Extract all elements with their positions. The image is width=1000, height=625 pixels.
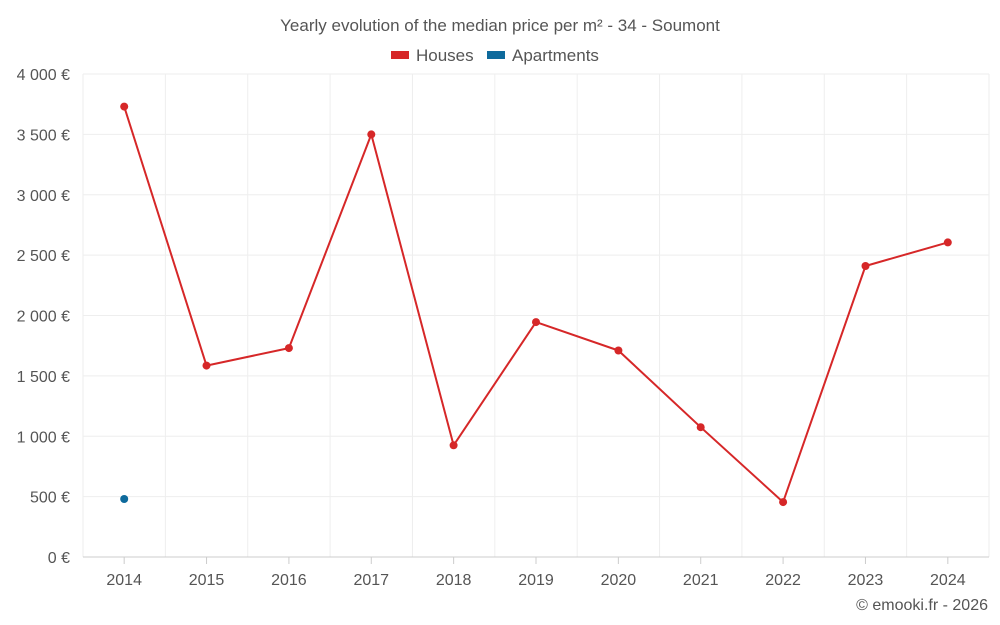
x-tick-label: 2022 — [765, 572, 801, 589]
data-point-houses[interactable] — [284, 344, 293, 353]
credit-text: © emooki.fr - 2026 — [856, 597, 988, 614]
data-point-houses[interactable] — [861, 262, 870, 270]
y-tick-label: 1 000 € — [17, 429, 70, 446]
data-point-houses[interactable] — [614, 346, 623, 355]
y-tick-label: 2 000 € — [17, 309, 70, 326]
x-tick-label: 2019 — [518, 572, 554, 589]
y-tick-label: 2 500 € — [17, 248, 70, 265]
x-tick-label: 2024 — [930, 572, 966, 589]
data-point-apartments[interactable] — [120, 495, 129, 503]
y-tick-label: 4 000 € — [17, 67, 70, 84]
y-tick-label: 3 500 € — [17, 127, 70, 144]
legend-label-apartments[interactable]: Apartments — [512, 46, 599, 65]
chart-title: Yearly evolution of the median price per… — [280, 16, 720, 35]
x-tick-label: 2016 — [271, 572, 307, 589]
legend-label-houses[interactable]: Houses — [416, 46, 474, 65]
y-axis-ticks: 0 € 500 € 1 000 € 1 500 € 2 000 € 2 500 € 3 00… — [17, 67, 70, 567]
y-tick-label: 500 € — [30, 490, 70, 507]
data-point-houses[interactable] — [943, 238, 952, 247]
legend-swatch-houses[interactable] — [391, 51, 409, 59]
y-tick-label: 0 € — [48, 550, 70, 567]
data-point-houses[interactable] — [202, 361, 211, 370]
legend[interactable]: Houses Apartments — [391, 46, 599, 65]
x-tick-label: 2015 — [189, 572, 225, 589]
x-tick-label: 2014 — [106, 572, 142, 589]
x-tick-label: 2018 — [436, 572, 472, 589]
data-point-houses[interactable] — [696, 423, 705, 432]
data-point-houses[interactable] — [449, 441, 458, 450]
x-tick-label: 2017 — [353, 572, 389, 589]
y-gridlines — [83, 73, 989, 498]
x-axis-ticks: 2014 2015 2016 2017 2018 2019 2020 2021 2022 2023… — [106, 557, 966, 589]
legend-swatch-apartments[interactable] — [487, 51, 505, 59]
y-tick-label: 3 000 € — [17, 188, 70, 205]
data-point-houses[interactable] — [779, 498, 788, 507]
x-tick-label: 2021 — [683, 572, 719, 589]
series-layer — [120, 102, 952, 507]
x-tick-label: 2023 — [848, 572, 884, 589]
data-point-houses[interactable] — [120, 102, 129, 111]
data-point-houses[interactable] — [532, 318, 540, 327]
data-point-houses[interactable] — [367, 130, 376, 139]
y-tick-label: 1 500 € — [17, 369, 70, 386]
x-tick-label: 2020 — [601, 572, 637, 589]
x-gridlines — [82, 74, 990, 557]
